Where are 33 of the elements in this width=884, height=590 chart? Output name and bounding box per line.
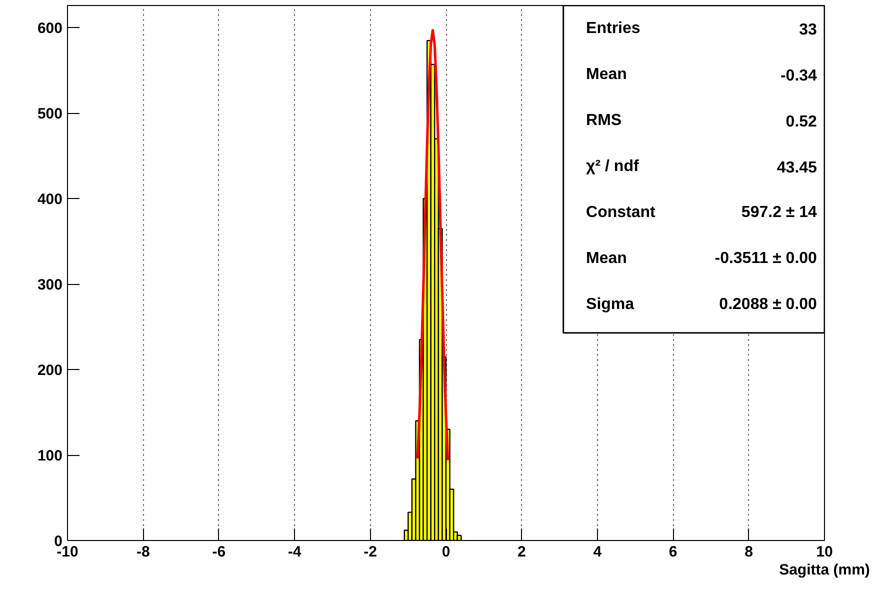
annotation: RMS: [586, 112, 622, 130]
annotation: -0.3511 ± 0.00: [714, 250, 818, 268]
x-tick-label: 2: [518, 544, 526, 560]
annotation: Constant: [586, 204, 656, 222]
annotation: Sigma: [586, 296, 634, 314]
annotation: 597.2 ± 14: [741, 204, 818, 222]
annotation: 0.2088 ± 0.00: [719, 296, 818, 314]
x-tick-label: -8: [136, 544, 150, 560]
x-tick-label: -6: [212, 544, 226, 560]
x-axis-title: Sagitta (mm): [779, 562, 870, 578]
y-tick-label: 100: [37, 448, 63, 465]
annotation: 33: [799, 22, 818, 39]
line-series: [416, 29, 450, 462]
annotation: χ² / ndf: [586, 158, 640, 176]
annotation: Entries: [586, 20, 640, 38]
x-tick-label: 10: [816, 544, 833, 560]
annotation: Mean: [586, 66, 627, 84]
y-tick-label: 400: [37, 191, 63, 208]
x-tick-label: 4: [593, 544, 602, 560]
y-tick-label: 0: [54, 533, 62, 550]
x-tick-label: 6: [668, 544, 678, 560]
x-tick-label: 0: [442, 544, 450, 560]
x-tick-label: 8: [744, 544, 753, 560]
annotation: 43.45: [776, 160, 818, 177]
annotation: Mean: [586, 250, 627, 268]
y-tick-label: 500: [37, 106, 63, 123]
annotation: -0.34: [780, 68, 818, 85]
annotation: 0.52: [786, 114, 818, 131]
x-tick-label: -2: [364, 544, 377, 560]
y-tick-label: 200: [37, 362, 63, 380]
y-tick-label: 600: [37, 20, 63, 38]
x-tick-label: -4: [288, 544, 302, 560]
y-tick-label: 300: [37, 276, 63, 294]
